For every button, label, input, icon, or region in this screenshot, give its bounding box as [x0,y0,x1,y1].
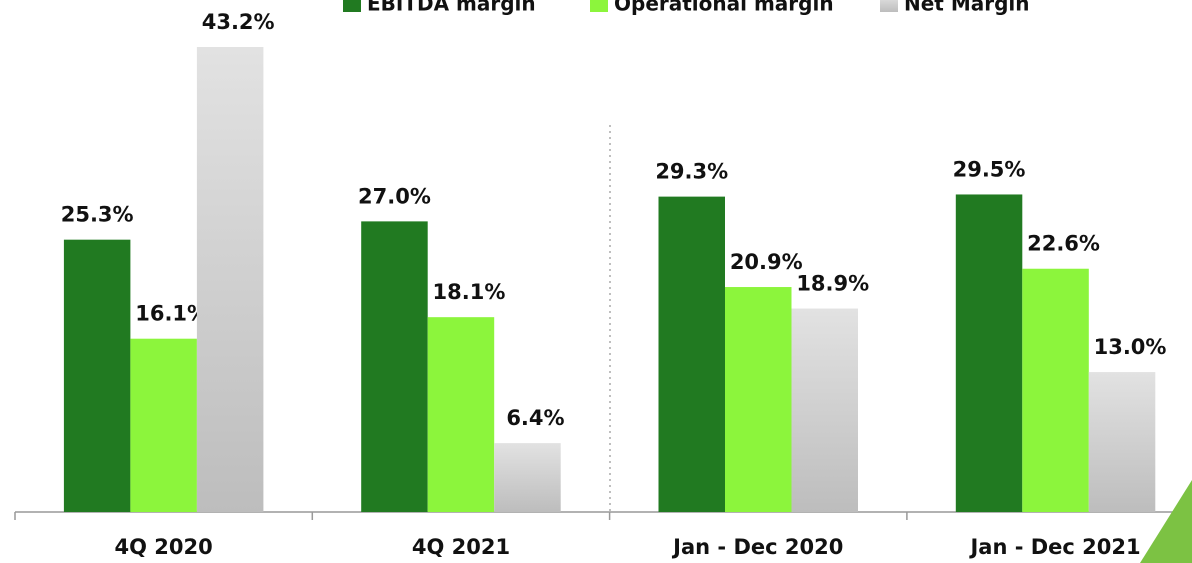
bar [196,47,264,512]
data-label: 29.3% [655,160,728,184]
data-label: 27.0% [358,184,431,208]
bar [494,443,561,512]
bar [427,317,495,512]
x-tick-label: Jan - Dec 2020 [671,535,843,559]
legend-swatch [880,0,898,12]
legend-label: EBITDA margin [367,0,536,16]
data-label: 16.1% [135,302,208,326]
legend-label: Operational margin [614,0,834,16]
corner-decoration [1140,480,1192,563]
data-label: 6.4% [506,406,564,430]
bar [955,194,1023,512]
x-tick-label: 4Q 2021 [412,535,510,559]
bar [725,287,792,512]
bar [130,338,197,512]
bar [361,221,428,512]
x-tick-label: Jan - Dec 2021 [968,535,1140,559]
data-label: 22.6% [1027,232,1100,256]
data-label: 20.9% [730,250,803,274]
legend-swatch [590,0,608,12]
data-label: 43.2% [202,10,275,34]
data-label: 18.1% [433,280,506,304]
legend-label: Net Margin [904,0,1030,16]
legend-swatch [343,0,361,12]
data-label: 18.9% [796,272,869,296]
data-label: 25.3% [61,203,134,227]
bar [1088,372,1156,512]
bar [791,308,858,512]
bar [1022,268,1089,512]
x-tick-label: 4Q 2020 [115,535,213,559]
bar [658,196,725,513]
data-label: 13.0% [1094,335,1167,359]
bar [63,239,131,512]
data-label: 29.5% [953,157,1026,181]
